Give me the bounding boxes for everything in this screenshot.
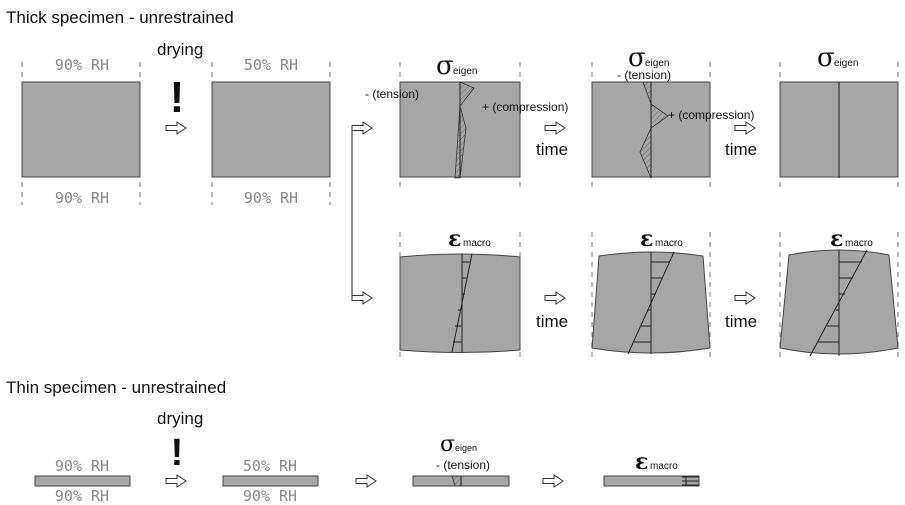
arrow-icon [355,474,377,488]
strain-panel-2: ε macro [591,226,711,360]
eigen-subscript: eigen [455,443,477,453]
sigma-symbol: σ [440,432,455,457]
rh-top-label: 90% RH [55,457,109,475]
arrow-icon [542,474,564,488]
rh-bottom-label: 90% RH [55,487,109,505]
eigen-subscript: eigen [834,58,858,69]
strain-panel-1: ε macro [399,226,521,360]
time-label: time [725,312,757,331]
macro-subscript: macro [463,238,491,249]
thin-specimen-initial: 90% RH 90% RH [34,457,131,505]
arrow-icon [544,121,566,135]
epsilon-symbol: ε [640,226,653,252]
arrow-icon [165,121,187,135]
eigen-subscript: eigen [453,66,477,77]
stress-panel-2: σ eigen - (tension) + (compression) [591,43,754,190]
macro-subscript: macro [655,238,683,249]
tension-label: - (tension) [365,87,419,101]
drying-label: drying [157,40,203,59]
rh-top-label: 90% RH [55,56,109,74]
strain-panel-3: ε macro [779,226,899,360]
epsilon-symbol: ε [635,449,648,475]
thin-stress-panel: σ eigen - (tension) [412,432,510,487]
macro-subscript: macro [845,238,873,249]
arrow-icon [351,121,373,135]
arrow-icon [544,291,566,305]
thin-specimen-dried: 50% RH 90% RH [222,457,319,505]
sigma-symbol: σ [817,43,835,73]
rh-top-label: 50% RH [243,457,297,475]
time-label: time [536,312,568,331]
eigen-subscript: eigen [645,58,669,69]
epsilon-symbol: ε [830,226,843,252]
thin-heading: Thin specimen - unrestrained [6,378,226,397]
arrow-icon [165,474,187,488]
exclamation-icon: ! [170,73,185,122]
arrow-icon [351,291,373,305]
tension-label: - (tension) [436,458,490,472]
thick-heading: Thick specimen - unrestrained [6,8,234,27]
time-label: time [725,140,757,159]
stress-panel-3: σ eigen [779,43,899,190]
rh-bottom-label: 90% RH [55,189,109,207]
exclamation-icon: ! [171,432,184,474]
thick-specimen-initial: 90% RH 90% RH [21,56,141,207]
rh-bottom-label: 90% RH [244,189,298,207]
thin-strain-panel: ε macro [603,449,700,487]
macro-subscript: macro [650,461,678,472]
rh-top-label: 50% RH [244,56,298,74]
rh-bottom-label: 90% RH [243,487,297,505]
tension-label: - (tension) [617,68,671,82]
stress-panel-1: σ eigen - (tension) + (compression) [365,51,568,190]
arrow-icon [734,121,756,135]
arrow-icon [734,291,756,305]
sigma-symbol: σ [628,43,646,73]
compression-label: + (compression) [668,108,754,122]
drying-label: drying [157,409,203,428]
sigma-symbol: σ [436,51,454,81]
epsilon-symbol: ε [448,226,461,252]
time-label: time [536,140,568,159]
compression-label: + (compression) [482,100,568,114]
branch-bracket [351,121,373,305]
thick-specimen-dried: 50% RH 90% RH [211,56,331,207]
